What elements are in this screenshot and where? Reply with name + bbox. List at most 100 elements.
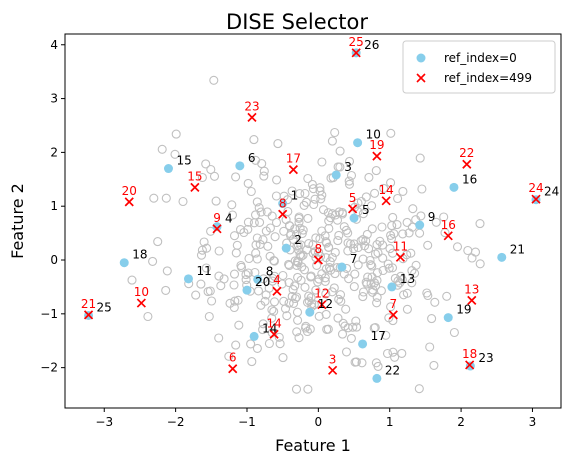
- background-point: [267, 211, 277, 221]
- ref499-point-label: 12: [314, 287, 329, 301]
- background-point: [314, 247, 324, 257]
- background-point: [321, 289, 331, 299]
- background-point: [463, 245, 473, 256]
- background-point: [358, 254, 368, 264]
- background-point: [330, 247, 340, 257]
- ref499-point: [395, 252, 406, 262]
- background-point: [386, 234, 397, 244]
- background-point: [233, 295, 243, 305]
- ref499-point: [228, 364, 238, 374]
- background-point: [296, 275, 306, 285]
- background-point: [384, 263, 394, 273]
- background-point: [204, 311, 214, 322]
- background-point: [399, 290, 409, 300]
- background-point: [284, 260, 294, 271]
- ref499-point-label: 7: [389, 297, 397, 311]
- background-point: [343, 246, 353, 256]
- background-point: [243, 217, 253, 227]
- ref0-point-label: 15: [176, 154, 191, 168]
- background-point: [372, 298, 382, 308]
- ref499-point: [328, 365, 338, 375]
- background-point: [265, 223, 275, 233]
- background-point: [295, 250, 305, 260]
- background-point: [275, 339, 285, 349]
- background-point: [292, 292, 302, 302]
- ref0-point-label: 4: [225, 212, 233, 226]
- background-point: [475, 259, 485, 269]
- background-point: [224, 351, 234, 361]
- background-point: [398, 186, 408, 196]
- background-point: [207, 296, 217, 306]
- background-point: [330, 269, 340, 279]
- background-point: [316, 194, 326, 204]
- legend-label-ref-index-499: ref_index=499: [444, 71, 532, 85]
- point-labels: 1234567891011121314151617181920212223242…: [81, 35, 559, 378]
- y-tick-label: 4: [50, 38, 58, 52]
- ref499-point: [124, 197, 134, 207]
- background-point: [157, 144, 167, 154]
- background-point: [360, 241, 370, 251]
- background-point: [270, 232, 280, 242]
- background-point: [236, 262, 247, 272]
- background-point: [423, 290, 433, 301]
- background-point: [372, 292, 382, 302]
- background-point: [364, 172, 374, 182]
- ref0-point-label: 7: [350, 252, 358, 266]
- ref499-point-label: 21: [81, 297, 96, 311]
- background-point: [333, 162, 343, 172]
- background-point: [161, 193, 171, 203]
- ref0-point: [212, 222, 222, 232]
- background-point: [349, 282, 359, 292]
- ref499-point-label: 20: [122, 184, 137, 198]
- background-point: [229, 280, 239, 290]
- ref499-point-label: 14: [266, 316, 281, 330]
- x-tick-label: 3: [529, 415, 537, 429]
- background-point: [367, 201, 377, 211]
- background-point: [278, 353, 288, 363]
- background-point: [356, 196, 366, 207]
- ref0-point: [372, 373, 382, 383]
- background-point: [310, 194, 320, 204]
- background-point: [377, 222, 387, 232]
- background-point: [258, 235, 268, 245]
- ref0-point-label: 21: [510, 242, 525, 256]
- ref0-point: [358, 339, 368, 349]
- background-point: [178, 196, 188, 207]
- background-point: [371, 358, 381, 368]
- ref499-point-label: 8: [315, 242, 323, 256]
- background-point: [227, 210, 238, 220]
- background-point: [298, 250, 308, 260]
- y-axis-label: Feature 2: [8, 183, 27, 259]
- background-point: [442, 291, 452, 301]
- ref0-point: [235, 161, 245, 171]
- ref0-point: [183, 274, 193, 284]
- ref499-point: [190, 182, 200, 192]
- ref499-point-label: 10: [134, 285, 149, 299]
- ref499-point-label: 13: [464, 282, 479, 296]
- background-point: [249, 135, 259, 145]
- background-point: [372, 240, 382, 250]
- ref499-point-label: 19: [369, 138, 384, 152]
- ref0-point-label: 25: [97, 300, 112, 314]
- background-point: [197, 172, 207, 183]
- background-point: [386, 178, 396, 188]
- legend: ref_index=0 ref_index=499: [402, 40, 556, 94]
- background-point: [271, 217, 282, 228]
- background-point: [256, 207, 266, 217]
- ref499-point-label: 23: [244, 99, 259, 113]
- ref499-point: [272, 286, 282, 296]
- background-point: [161, 285, 171, 295]
- background-point: [296, 251, 306, 261]
- background-point: [230, 296, 240, 306]
- background-point: [402, 304, 412, 314]
- chart-title: DISE Selector: [226, 10, 368, 34]
- background-point: [241, 275, 251, 285]
- ref499-point: [269, 329, 279, 339]
- background-point: [148, 256, 158, 266]
- ref499-point: [288, 165, 298, 175]
- background-point: [321, 309, 331, 319]
- background-point: [293, 315, 303, 325]
- ref0-point: [449, 182, 459, 192]
- background-point: [361, 192, 371, 202]
- y-tick-label: 0: [50, 253, 58, 267]
